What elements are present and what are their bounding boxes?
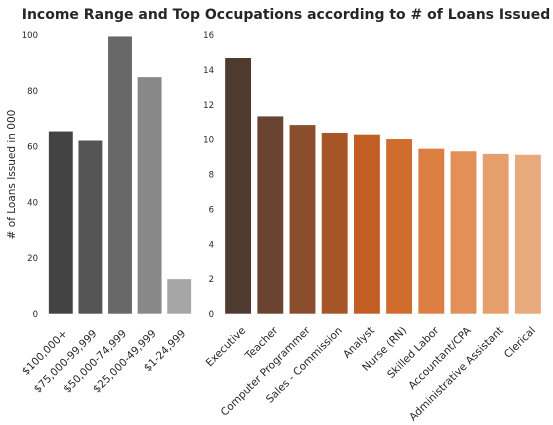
figure-title: Income Range and Top Occupations accordi…	[22, 7, 551, 23]
occupation-bar-computer-programmer	[288, 124, 317, 315]
occupation-bar-teacher	[256, 115, 284, 315]
income-y-tick-40: 40	[27, 198, 38, 208]
occupation-y-tick-2: 2	[209, 275, 214, 285]
income-bar-50-000-74-999	[107, 35, 133, 315]
occupation-y-tick-0: 0	[209, 310, 214, 320]
occupation-bar-nurse-rn	[385, 138, 413, 315]
income-bar-75-000-99-999	[77, 139, 103, 315]
occupation-y-tick-8: 8	[209, 171, 214, 181]
occupation-bar-accountant-cpa	[449, 150, 478, 315]
occupation-y-tick-6: 6	[209, 205, 214, 215]
occupation-y-tick-10: 10	[203, 136, 214, 146]
income-bar-1-24-999	[166, 278, 192, 315]
income-bar-100-000	[48, 130, 74, 315]
occupation-bar-clerical	[514, 154, 542, 315]
occupation-y-tick-14: 14	[203, 66, 214, 76]
occupation-x-tick-clerical: Clerical	[502, 325, 538, 361]
occupation-bar-administrative-assistant	[482, 153, 510, 315]
occupation-bar-analyst	[353, 134, 381, 315]
income-y-tick-80: 80	[27, 87, 38, 97]
occupation-bar-sales-commission	[321, 132, 349, 315]
occupation-bar-executive	[224, 57, 252, 315]
income-y-tick-100: 100	[22, 31, 38, 41]
income-bar-25-000-49-999	[137, 76, 163, 315]
occupation-y-tick-12: 12	[203, 101, 214, 111]
occupation-y-tick-4: 4	[209, 240, 214, 250]
income-y-axis-label: # of Loans Issued in 000	[6, 110, 18, 240]
income-y-tick-0: 0	[33, 310, 38, 320]
income-y-tick-20: 20	[27, 254, 38, 264]
occupation-bar-skilled-labor	[417, 148, 445, 315]
occupation-x-tick-executive: Executive	[204, 325, 249, 370]
income-y-tick-60: 60	[27, 143, 38, 153]
occupation-y-tick-16: 16	[203, 31, 214, 41]
